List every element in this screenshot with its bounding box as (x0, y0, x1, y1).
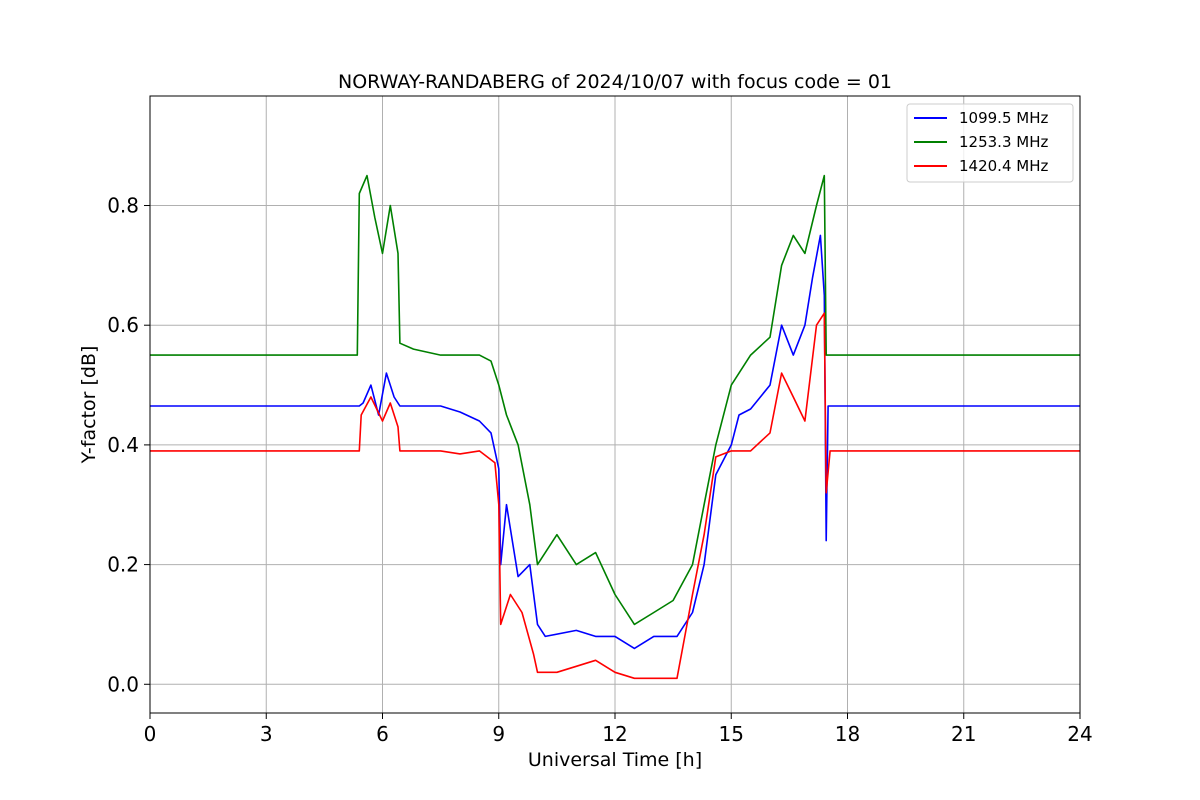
legend-label: 1253.3 MHz (959, 133, 1048, 151)
y-tick-label: 0.8 (107, 194, 139, 218)
x-tick-label: 21 (951, 722, 976, 746)
x-tick-label: 0 (144, 722, 157, 746)
legend: 1099.5 MHz 1253.3 MHz 1420.4 MHz (906, 103, 1074, 183)
x-axis-label: Universal Time [h] (528, 749, 702, 771)
series-line (150, 234, 1080, 650)
chart-title: NORWAY-RANDABERG of 2024/10/07 with focu… (338, 71, 892, 93)
series-line (150, 174, 1080, 626)
x-tick-label: 15 (719, 722, 744, 746)
x-tick-label: 9 (492, 722, 505, 746)
series-line (150, 312, 1080, 680)
x-tick-label: 12 (602, 722, 627, 746)
legend-label: 1099.5 MHz (959, 109, 1048, 127)
x-tick-label: 3 (260, 722, 273, 746)
plot-area (150, 174, 1080, 680)
y-tick-label: 0.0 (107, 672, 139, 696)
y-tick-label: 0.2 (107, 553, 139, 577)
x-tick-label: 24 (1067, 722, 1092, 746)
y-tick-label: 0.6 (107, 313, 139, 337)
x-tick-label: 6 (376, 722, 389, 746)
y-axis-label: Y-factor [dB] (78, 346, 100, 465)
legend-box (906, 103, 1074, 183)
legend-label: 1420.4 MHz (959, 157, 1048, 175)
x-tick-label: 18 (835, 722, 860, 746)
axis-ticks: 0 3 6 9 12 15 18 21 24 0.0 0.2 0.4 0.6 0.8 (107, 194, 1093, 746)
y-tick-label: 0.4 (107, 433, 139, 457)
